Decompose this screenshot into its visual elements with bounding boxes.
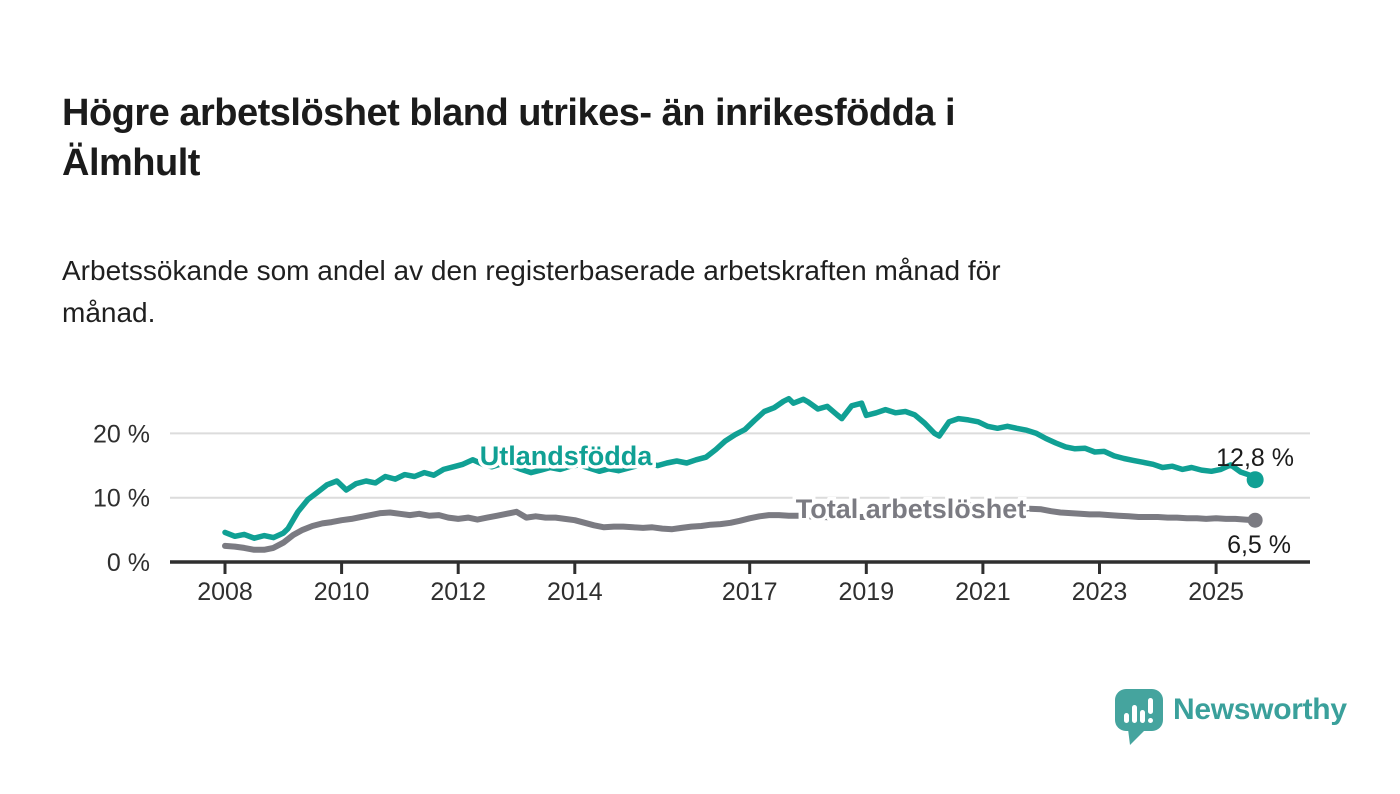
x-axis-label-2012: 2012 — [430, 578, 486, 606]
newsworthy-logo-text: Newsworthy — [1173, 693, 1347, 726]
x-axis-label-2008: 2008 — [197, 578, 253, 606]
x-axis-label-2014: 2014 — [547, 578, 603, 606]
y-axis-label-10: 10 % — [93, 485, 150, 513]
newsworthy-logo: Newsworthy — [1114, 688, 1347, 746]
series-end-value-total-arbetsloshet: 6,5 % — [1227, 531, 1291, 559]
x-axis-label-2023: 2023 — [1072, 578, 1128, 606]
page-title: Högre arbetslöshet bland utrikes- än inr… — [62, 89, 1352, 188]
series-line-utlandsfodda — [222, 395, 1258, 541]
x-axis-label-2025: 2025 — [1188, 578, 1244, 606]
page-title-line-2: Älmhult — [62, 141, 200, 184]
chart-subtitle: Arbetssökande som andel av den registerb… — [62, 250, 1352, 334]
series-line-total-arbetsloshet — [222, 501, 1259, 553]
series-end-dot-utlandsfodda — [1246, 471, 1264, 489]
series-label-total-arbetsloshet: Total arbetslöshet — [796, 494, 1027, 524]
series-label-utlandsfodda: Utlandsfödda — [480, 441, 653, 471]
y-axis-label-20: 20 % — [93, 420, 150, 448]
page-title-line-1: Högre arbetslöshet bland utrikes- än inr… — [62, 92, 956, 135]
series-end-value-utlandsfodda: 12,8 % — [1216, 444, 1294, 472]
chart-subtitle-line-2: månad. — [62, 297, 156, 328]
y-axis-label-0: 0 % — [107, 549, 150, 577]
x-axis-label-2010: 2010 — [314, 578, 370, 606]
x-axis-label-2017: 2017 — [722, 578, 778, 606]
newsworthy-bubble-chart-icon — [1115, 689, 1163, 745]
chart-subtitle-line-1: Arbetssökande som andel av den registerb… — [62, 255, 1001, 286]
x-axis-label-2019: 2019 — [838, 578, 894, 606]
series-end-dot-total-arbetsloshet — [1247, 512, 1263, 528]
x-axis-label-2021: 2021 — [955, 578, 1011, 606]
